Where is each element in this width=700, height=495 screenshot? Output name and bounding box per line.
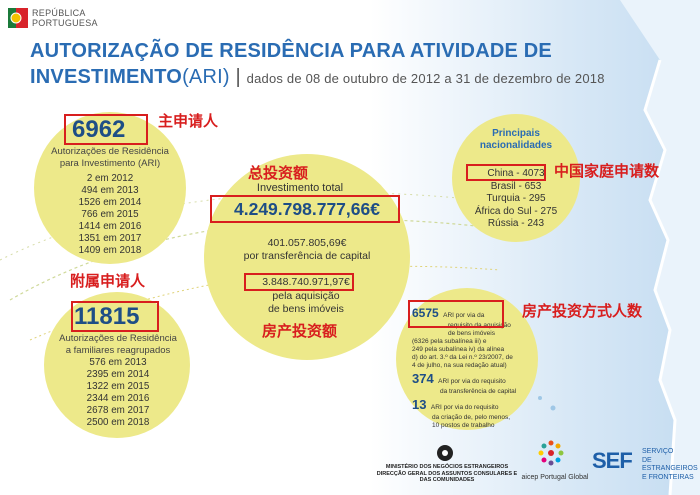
china-highlight (466, 164, 546, 181)
nationality-item: China - 4073 (487, 168, 545, 179)
main-applicants-label: Autorizações de Residência para Investim… (51, 146, 169, 169)
aicep-text: aicep Portugal Global (521, 474, 589, 481)
real-estate-investment-value: 3.848.740.971,97€ (262, 276, 350, 288)
investment-types-circle (396, 288, 538, 430)
real-estate-type-highlight (408, 300, 504, 328)
real-estate-investment-label: pela aquisição de bens imóveis (268, 290, 344, 315)
family-annotation: 附属申请人 (70, 272, 146, 290)
nationality-item: Rússia - 243 (487, 218, 545, 229)
real-estate-investment-annotation: 房产投资额 (262, 322, 338, 340)
sef-text: SERVIÇO DE ESTRANGEIROS E FRONTEIRAS (642, 448, 698, 481)
page-title-line1: AUTORIZAÇÃO DE RESIDÊNCIA PARA ATIVIDADE… (30, 40, 552, 62)
republic-wordmark: REPÚBLICA PORTUGUESA (32, 8, 98, 28)
total-investment-value: 4.249.798.777,66€ (234, 199, 380, 219)
total-investment-annotation: 总投资额 (248, 164, 309, 182)
nationality-item: Turquia - 295 (486, 193, 546, 204)
investment-circle (204, 154, 410, 360)
nationalities-circle (452, 114, 580, 242)
nationalities-title: Principais nacionalidades (479, 128, 553, 151)
family-number: 11815 (74, 303, 140, 330)
main-applicants-years: 2 em 2012 494 em 2013 1526 em 2014 766 e… (78, 173, 142, 256)
main-applicants-annotation: 主申请人 (158, 112, 219, 130)
family-years: 576 em 2013 2395 em 2014 1322 em 2015 23… (86, 357, 150, 428)
total-investment-label: Investimento total (256, 182, 344, 194)
aicep-logo-icon (536, 438, 566, 468)
nationalities-list: China - 4073 Brasil - 653 Turquia - 295 … (456, 168, 576, 231)
nationality-item: África do Sul - 275 (474, 205, 558, 217)
capital-investment: 401.057.805,69€ por transferência de cap… (243, 237, 371, 262)
china-annotation: 中国家庭申请数 (554, 162, 660, 180)
ministry-emblem-icon (436, 444, 454, 462)
main-applicants-circle (34, 112, 186, 264)
total-investment-highlight (210, 195, 400, 223)
family-circle (44, 292, 190, 438)
republic-emblem-icon (8, 4, 28, 32)
real-estate-investment-highlight (244, 273, 354, 291)
type-jobs: 13 ARI por via do requisito da criação d… (412, 397, 511, 429)
sef-logo: SEF (592, 448, 633, 473)
ministry-text: MINISTÉRIO DOS NEGÓCIOS ESTRANGEIROS DIR… (376, 464, 518, 483)
page-title-line2: INVESTIMENTO(ARI) | dados de 08 de outub… (30, 66, 605, 88)
family-label: Autorizações de Residência a familiares … (59, 333, 177, 356)
type-capital: 374 ARI por via do requisito da transfer… (412, 371, 517, 395)
main-applicants-highlight (64, 114, 148, 145)
type-real-estate: 6575 ARI por via da requisito da aquisiç… (412, 306, 513, 369)
family-highlight (71, 301, 159, 332)
nationality-item: Brasil - 653 (490, 180, 542, 192)
investment-types-annotation: 房产投资方式人数 (522, 302, 643, 320)
main-applicants-number: 6962 (72, 116, 126, 143)
